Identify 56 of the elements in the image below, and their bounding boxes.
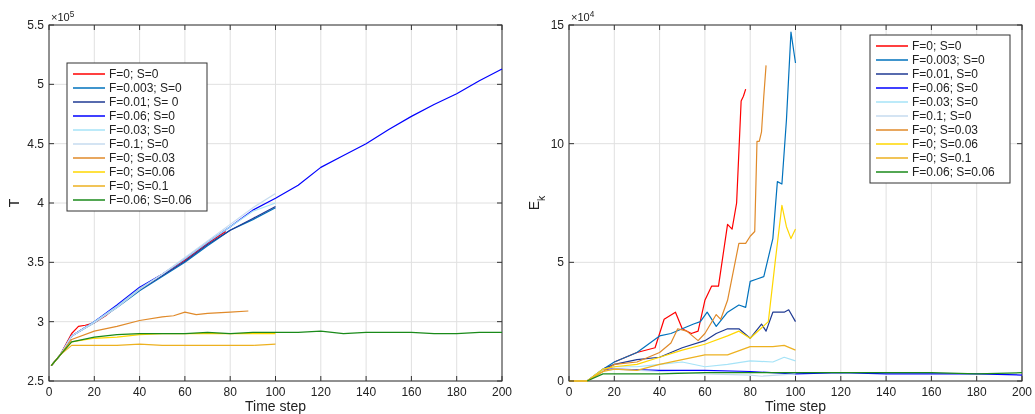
legend-label: F=0.06; S=0.06 xyxy=(109,193,193,207)
legend-label: F=0; S=0.1 xyxy=(912,151,972,165)
legend-label: F=0.06; S=0.06 xyxy=(912,165,996,179)
legend-label: F=0.1; S=0 xyxy=(912,109,972,123)
y-tick-label: 5 xyxy=(37,77,45,92)
x-tick-label: 20 xyxy=(87,385,102,399)
legend-label: F=0; S=0.06 xyxy=(109,165,176,179)
legend-label: F=0; S=0.03 xyxy=(109,151,176,165)
legend-label: F=0.1; S=0 xyxy=(109,137,169,151)
x-tick-label: 120 xyxy=(830,385,852,399)
x-axis-title: Time step xyxy=(765,398,827,414)
x-tick-label: 200 xyxy=(491,385,513,399)
y-tick-label: 10 xyxy=(550,136,565,151)
x-tick-label: 100 xyxy=(265,385,286,399)
text: ×10$^{4}$ xyxy=(571,9,595,23)
x-tick-label: 200 xyxy=(1011,385,1033,399)
x-tick-label: 140 xyxy=(356,385,377,399)
legend-label: F=0.06; S=0 xyxy=(109,109,176,123)
y-axis-title: T xyxy=(6,198,22,208)
text: ×10$^{5}$ xyxy=(51,9,75,23)
y-tick-label: 4 xyxy=(37,196,45,210)
x-tick-label: 40 xyxy=(132,385,147,399)
legend-label: F=0.06; S=0 xyxy=(912,81,979,95)
y-tick-label: 4.5 xyxy=(27,136,45,151)
x-tick-label: 140 xyxy=(876,385,897,399)
y-tick-label: 3 xyxy=(37,314,45,329)
legend-label: F=0; S=0.03 xyxy=(912,123,979,137)
x-tick-label: 60 xyxy=(178,385,192,399)
x-axis-title: Time step xyxy=(245,398,307,414)
x-tick-label: 80 xyxy=(743,385,758,399)
x-tick-label: 160 xyxy=(921,385,942,399)
y-tick-label: 15 xyxy=(550,18,565,32)
y-tick-label: 5 xyxy=(557,255,565,270)
legend-label: F=0; S=0.1 xyxy=(109,179,169,193)
legend-label: F=0; S=0.06 xyxy=(912,137,979,151)
x-tick-label: 80 xyxy=(223,385,238,399)
x-tick-label: 180 xyxy=(446,385,468,399)
x-tick-label: 60 xyxy=(698,385,712,399)
x-tick-label: 180 xyxy=(966,385,988,399)
legend-label: F=0.03; S=0 xyxy=(912,95,979,109)
legend-label: F=0.03; S=0 xyxy=(109,123,176,137)
y-tick-label: 2.5 xyxy=(27,374,45,388)
y-tick-label: 3.5 xyxy=(27,255,45,270)
legend-label: F=0; S=0 xyxy=(912,39,962,53)
x-tick-label: 120 xyxy=(310,385,332,399)
legend-label: F=0; S=0 xyxy=(109,67,159,81)
legend-label: F=0.003; S=0 xyxy=(109,81,183,95)
y-tick-label: 0 xyxy=(557,374,565,388)
x-tick-label: 20 xyxy=(607,385,622,399)
x-tick-label: 160 xyxy=(401,385,422,399)
legend-label: F=0.01; S= 0 xyxy=(109,95,179,109)
legend-label: F=0.01, S=0 xyxy=(912,67,979,81)
y-tick-label: 5.5 xyxy=(27,18,45,32)
legend-label: F=0.003; S=0 xyxy=(912,53,986,67)
x-tick-label: 40 xyxy=(652,385,667,399)
x-tick-label: 100 xyxy=(785,385,806,399)
